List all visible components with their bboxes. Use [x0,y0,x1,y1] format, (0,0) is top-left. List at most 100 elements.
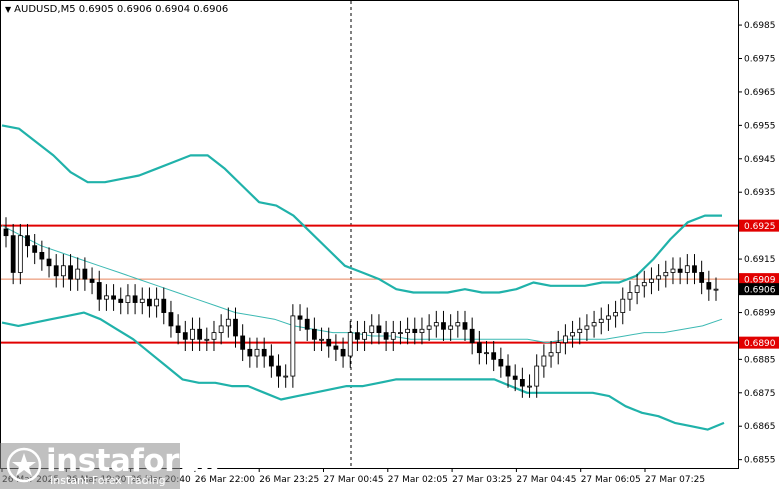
candle-body [527,385,532,388]
candle-body [32,245,38,253]
candle [476,330,482,365]
candle-body [670,268,676,273]
candle [96,270,102,311]
candle-body [225,318,231,327]
candle [355,320,360,351]
horizontal-levels[interactable] [1,224,738,344]
candle [505,354,511,388]
y-tick-label: 0.6885 [744,355,776,365]
candle [304,307,310,341]
symbol-label: AUDUSD,M5 [14,4,76,15]
candle-body [476,342,482,354]
candle-body [692,265,697,273]
y-tick-label: 0.6985 [744,21,776,31]
candle-body [519,379,525,387]
candle [649,267,654,295]
candle [362,320,367,351]
x-tick-label: 27 Mar 04:45 [516,475,576,485]
current-price-box [739,283,779,296]
candle-body [598,318,604,323]
ohlc-readout: 0.6905 0.6906 0.6904 0.6906 [78,4,229,15]
candle [376,314,382,345]
candle-body [577,328,583,334]
candle [491,340,497,372]
candle-body [699,272,705,283]
candle [53,254,59,288]
resistance-label-box [739,219,779,232]
candle-body [60,265,66,277]
candle [634,274,640,305]
current-price-label: 0.6906 [744,286,776,296]
candle-body [362,332,367,340]
candle [419,317,425,345]
y-tick-label: 0.6899 [744,309,776,319]
candle [326,327,332,358]
candle-body [182,332,188,340]
x-tick-label: 27 Mar 06:05 [581,475,641,485]
candle-body [161,298,167,313]
candle-body [498,358,504,367]
candle-body [656,275,662,280]
candle-body [548,352,554,357]
candle-body [663,272,669,277]
candle [218,314,224,345]
candle-body [175,325,181,334]
candle-body [190,328,195,340]
candle-body [304,318,310,330]
candle [197,317,203,351]
y-tick-label: 0.6965 [744,88,776,98]
candle [283,364,289,388]
chart-header: ▼ AUDUSD,M5 0.6905 0.6906 0.6904 0.6906 [5,4,228,15]
candle [656,264,662,291]
candle [125,284,131,315]
watermark-brand: instaforex [46,443,219,479]
candle [290,304,296,388]
candle [118,287,124,315]
plot-frame [0,0,739,469]
candle-body [333,345,339,350]
candle [663,260,669,288]
candle-body [713,288,719,291]
candle-body [168,312,174,327]
y-tick-label: 0.6975 [744,55,776,65]
x-tick-label: 26 Mar 22:00 [195,475,255,485]
candle-body [326,338,332,347]
candle-body [426,325,432,330]
moving-average-line [1,225,723,344]
candle-body [398,332,403,335]
candle [677,257,683,285]
x-tick-label: 27 Mar 07:25 [645,475,705,485]
candle-body [340,348,346,357]
candle [684,254,690,285]
candle-body [268,355,274,367]
current-label: 0.6909 [744,276,776,286]
candle-body [412,328,418,334]
candle [706,270,712,301]
candle-body [390,332,396,340]
candle [182,320,188,351]
candle-body [46,258,52,267]
candle [240,324,246,362]
candle [519,367,525,398]
candle [89,267,95,295]
candle-body [405,328,411,334]
candle [433,310,439,338]
candle-body [39,251,45,260]
candle-body [319,338,324,341]
candle [613,300,618,328]
candle-body [491,352,497,360]
candle [311,317,317,351]
candle [261,337,267,368]
candle-body [68,265,73,280]
candle-body [684,265,690,273]
candle [347,320,353,368]
candle-body [641,282,647,287]
candle [82,257,88,291]
candle-body [570,332,575,337]
caret-down-icon[interactable]: ▼ [5,5,12,14]
x-tick-label: 26 Mar 23:25 [259,475,319,485]
candle [498,347,504,378]
